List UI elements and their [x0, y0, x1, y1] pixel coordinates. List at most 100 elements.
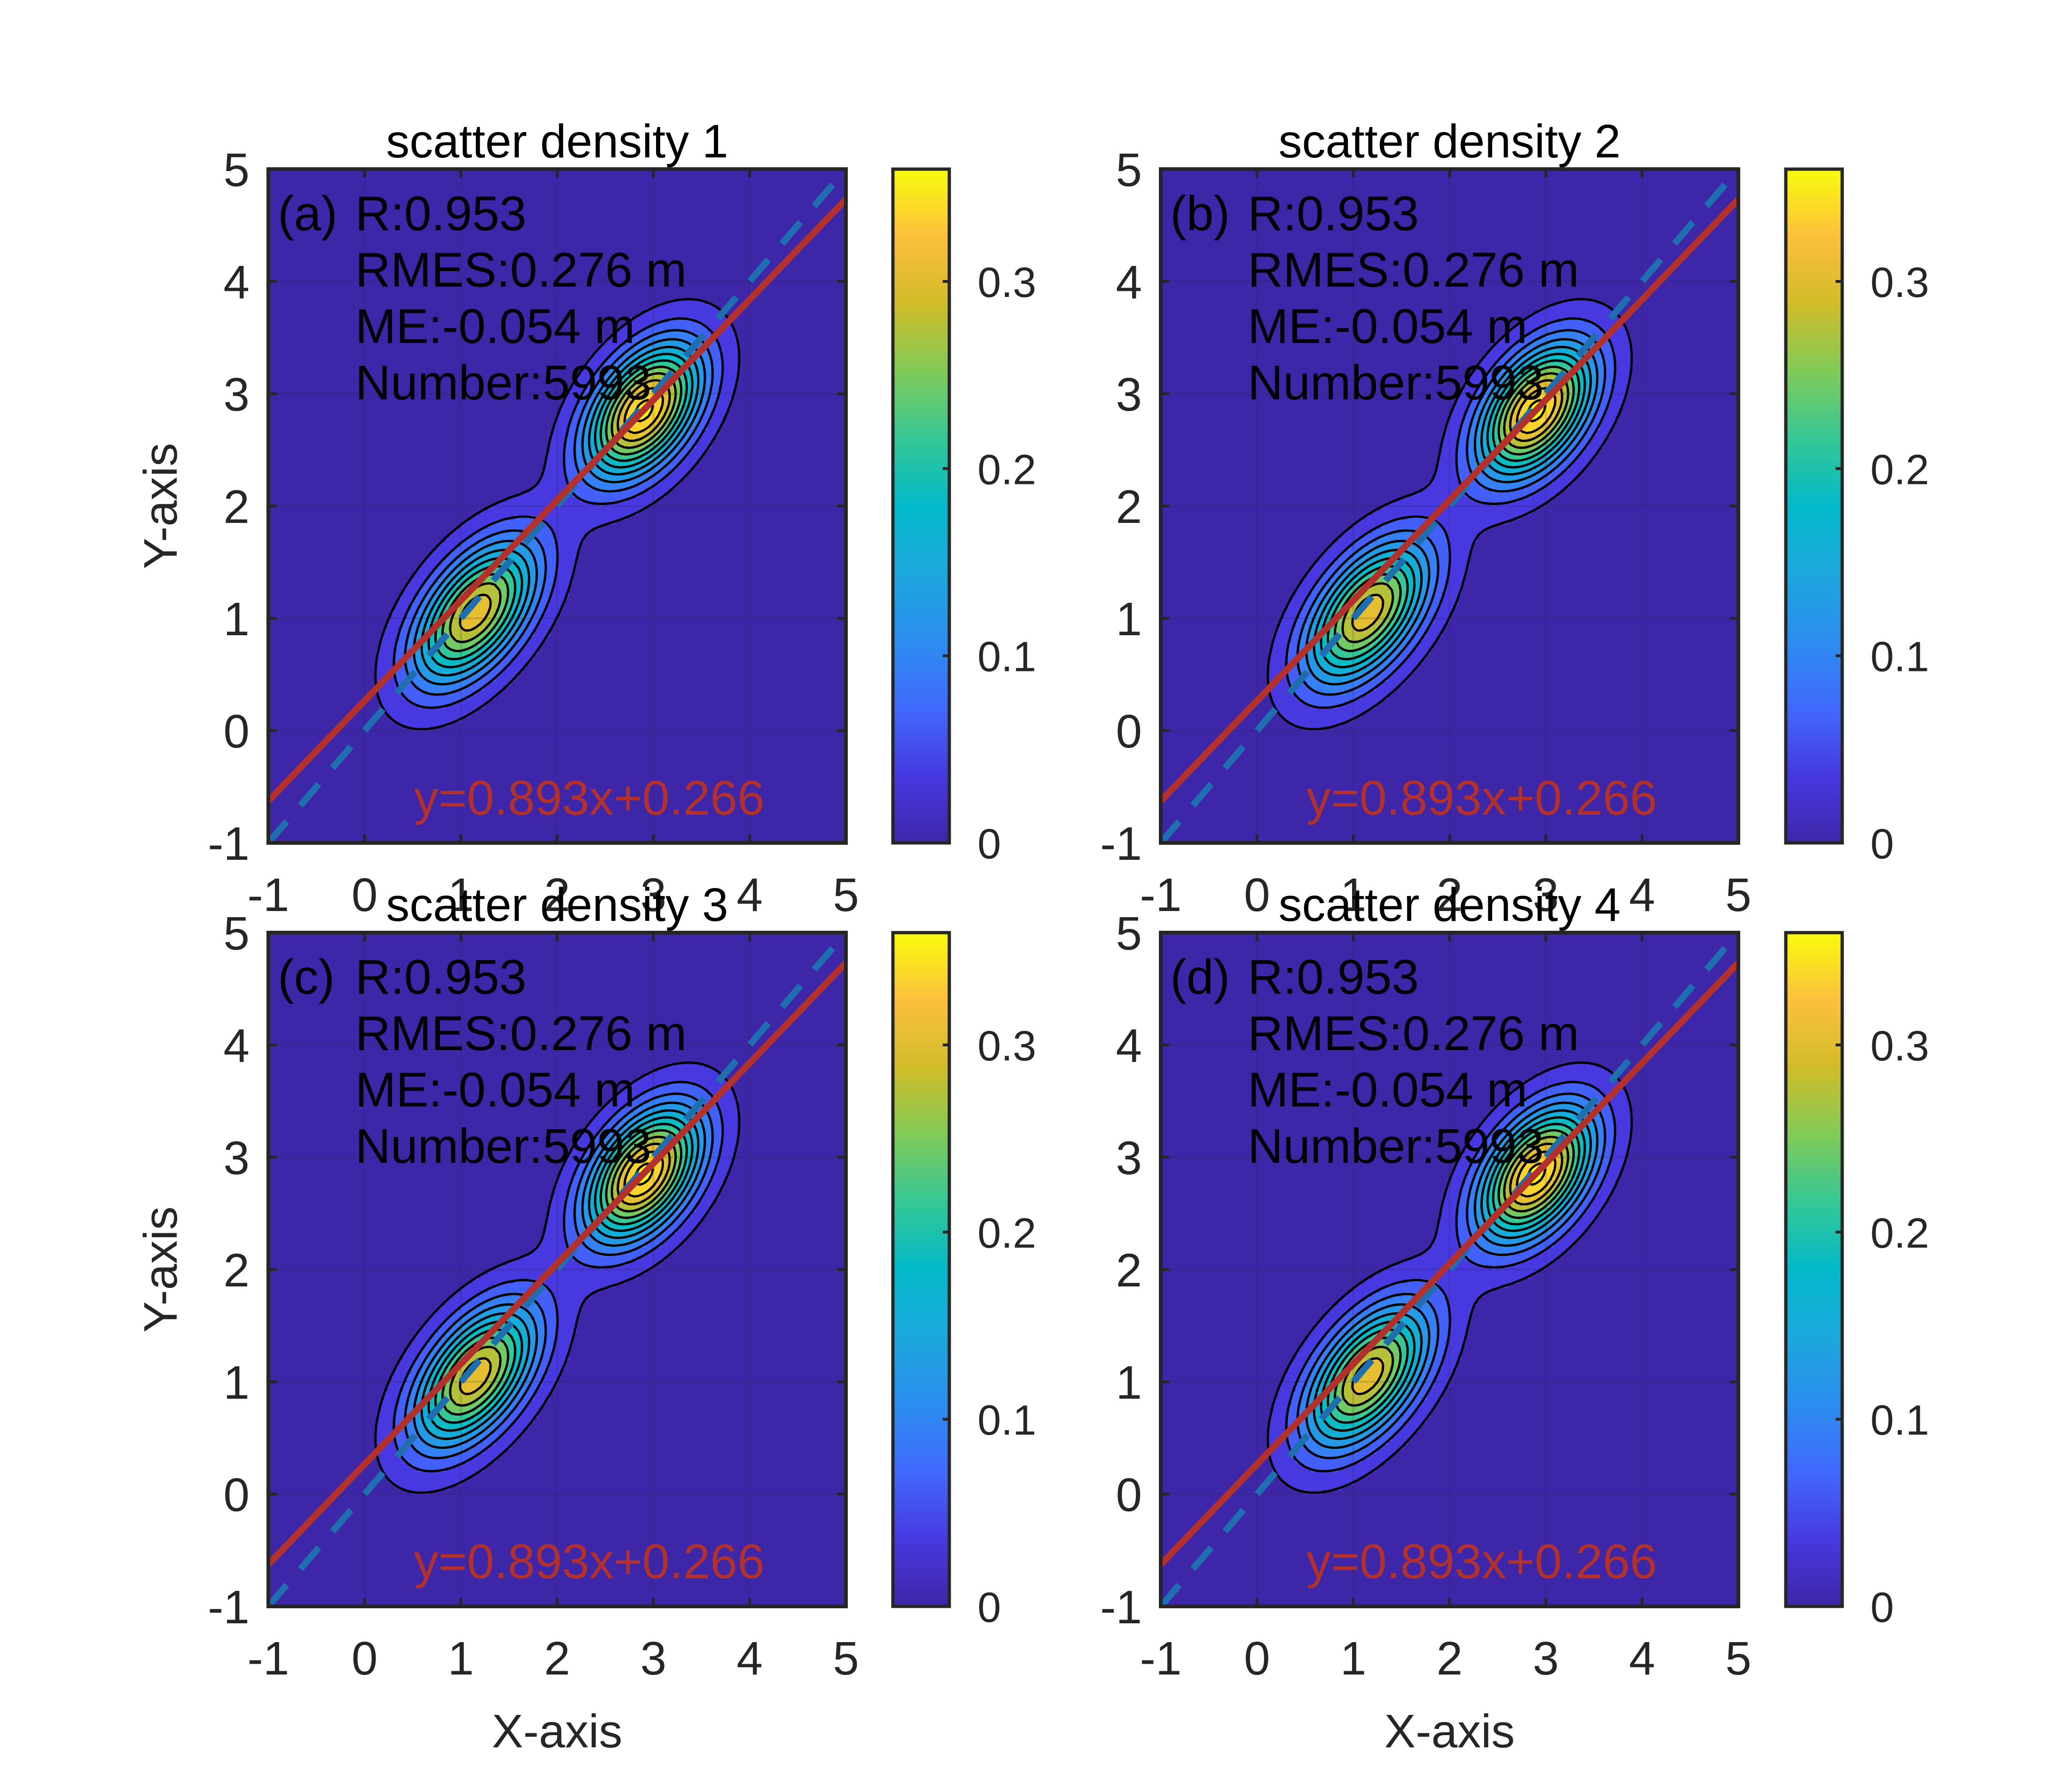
density-cell [1276, 681, 1281, 686]
density-cell [484, 668, 488, 673]
density-cell [518, 501, 523, 506]
density-cell [722, 403, 727, 408]
density-cell [457, 659, 461, 664]
density-cell [545, 515, 550, 520]
density-cell [696, 452, 700, 457]
density-cell [1361, 596, 1366, 601]
density-cell [688, 452, 693, 457]
density-cell [645, 412, 650, 417]
density-cell [426, 694, 430, 700]
density-cell [503, 659, 508, 664]
density-cell [476, 515, 481, 520]
density-cell [584, 434, 588, 439]
density-cell [449, 717, 454, 722]
density-cell [1291, 645, 1296, 650]
density-cell [492, 569, 496, 574]
density-cell [630, 375, 635, 381]
density-cell [1284, 694, 1289, 700]
density-cell [649, 340, 654, 345]
density-cell [1368, 546, 1373, 552]
density-cell [703, 389, 708, 394]
density-cell [461, 524, 465, 529]
density-cell [403, 672, 407, 678]
density-cell [1388, 654, 1392, 659]
density-cell [584, 412, 588, 417]
density-cell [669, 479, 673, 484]
density-cell [492, 649, 496, 655]
density-cell [541, 627, 546, 632]
density-cell [630, 497, 635, 502]
x-tick-label: 4 [736, 869, 763, 921]
density-cell [1342, 551, 1346, 556]
density-cell [1357, 533, 1361, 538]
density-cell [665, 403, 669, 408]
density-cell [549, 443, 554, 448]
density-cell [538, 501, 542, 506]
density-cell [603, 349, 608, 354]
density-cell [383, 636, 388, 641]
density-cell [618, 515, 623, 520]
density-cell [511, 668, 516, 673]
density-cell [549, 515, 554, 520]
density-cell [557, 443, 562, 448]
density-cell [538, 631, 542, 637]
density-cell [722, 366, 727, 372]
density-cell [526, 627, 531, 632]
density-cell [472, 699, 477, 704]
density-cell [503, 519, 508, 525]
density-cell [1392, 501, 1396, 506]
density-cell [564, 398, 569, 403]
density-cell [395, 699, 400, 704]
density-cell [1311, 614, 1315, 619]
density-cell [1376, 515, 1381, 520]
density-cell [515, 555, 519, 561]
density-cell [1342, 649, 1346, 655]
density-cell [626, 475, 631, 480]
density-cell [1276, 636, 1281, 641]
density-cell [1368, 564, 1373, 569]
density-cell [1337, 546, 1342, 552]
density-cell [422, 672, 427, 678]
density-cell [1392, 519, 1396, 525]
density-cell [730, 349, 735, 354]
density-cell [649, 394, 654, 399]
density-cell [699, 317, 704, 322]
density-cell [561, 438, 565, 444]
density-cell [1395, 600, 1400, 606]
density-cell [445, 663, 450, 668]
density-cell [564, 443, 569, 448]
density-cell [395, 609, 400, 615]
density-cell [383, 708, 388, 713]
density-cell [696, 322, 700, 327]
density-cell [1349, 703, 1354, 709]
density-cell [722, 344, 727, 350]
density-cell [730, 335, 735, 341]
density-cell [499, 681, 504, 686]
density-cell [1403, 587, 1408, 592]
density-cell [672, 470, 677, 475]
density-cell [561, 475, 565, 480]
density-cell [1368, 659, 1373, 664]
density-cell [688, 299, 693, 304]
density-cell [1299, 587, 1304, 592]
density-cell [588, 412, 592, 417]
density-cell [618, 506, 623, 511]
density-cell [438, 569, 442, 574]
density-cell [645, 375, 650, 381]
density-cell [680, 398, 685, 403]
density-cell [595, 497, 600, 502]
density-cell [599, 466, 604, 471]
density-cell [476, 587, 481, 592]
density-cell [692, 425, 696, 430]
density-cell [669, 447, 673, 453]
density-cell [518, 497, 523, 502]
density-cell [388, 708, 392, 713]
density-cell [453, 645, 458, 650]
density-cell [453, 694, 458, 700]
density-cell [484, 636, 488, 641]
density-cell [449, 636, 454, 641]
density-cell [649, 492, 654, 498]
density-cell [1345, 703, 1350, 709]
density-cell [569, 537, 573, 543]
density-cell [492, 627, 496, 632]
